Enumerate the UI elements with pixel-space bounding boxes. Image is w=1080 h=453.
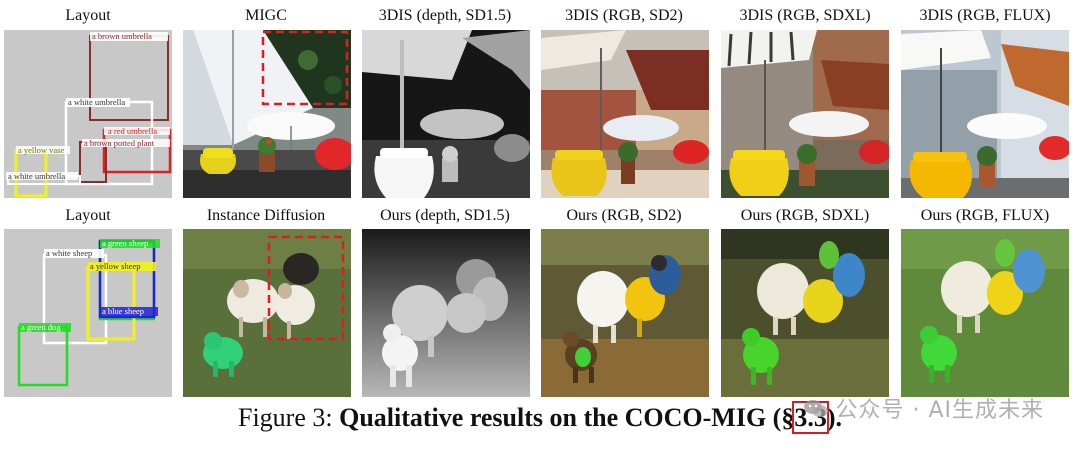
watermark: 公众号 · AI生成未来 bbox=[803, 392, 1044, 424]
box-label-red-umbrella: a red umbrella bbox=[108, 126, 157, 136]
ours-rgb-flux-image bbox=[901, 229, 1069, 397]
column-label-layout-2: Layout bbox=[65, 207, 111, 224]
instance-diffusion-svg bbox=[183, 229, 351, 397]
3dis-rgb-flux-image bbox=[901, 30, 1069, 198]
ours-rgb-sdxl-svg bbox=[721, 229, 889, 397]
box-label-brown-umbrella: a brown umbrella bbox=[92, 31, 152, 41]
column-label-migc: MIGC bbox=[245, 7, 287, 24]
caption-bold-end: ). bbox=[826, 403, 842, 432]
ours-rgb-flux-svg bbox=[901, 229, 1069, 397]
ours-depth-sd15-image bbox=[362, 229, 530, 397]
column-label-instance-diffusion: Instance Diffusion bbox=[206, 207, 326, 224]
wechat-icon bbox=[803, 398, 829, 420]
ours-rgb-sdxl-image bbox=[721, 229, 889, 397]
column-label-3dis-depth-sd15: 3DIS (depth, SD1.5) bbox=[378, 7, 512, 24]
box-label-white-sheep: a white sheep bbox=[46, 248, 92, 258]
3dis-rgb-sdxl-svg bbox=[721, 30, 889, 198]
figure-caption: Figure 3: Qualitative results on the COC… bbox=[0, 400, 1080, 436]
box-label-blue-sheep: a blue sheep bbox=[102, 306, 144, 316]
column-label-layout: Layout bbox=[65, 7, 111, 24]
layout-sheep-panel: a white sheep a green sheep a yellow she… bbox=[4, 229, 172, 397]
3dis-rgb-flux-svg bbox=[901, 30, 1069, 198]
3dis-depth-sd15-image bbox=[362, 30, 530, 198]
ours-rgb-sd2-svg bbox=[541, 229, 709, 397]
column-label-3dis-rgb-flux: 3DIS (RGB, FLUX) bbox=[919, 7, 1051, 24]
3dis-rgb-sdxl-image bbox=[721, 30, 889, 198]
box-label-brown-potted-plant: a brown potted plant bbox=[84, 138, 155, 148]
migc-image-svg bbox=[183, 30, 351, 198]
column-label-ours-depth-sd15: Ours (depth, SD1.5) bbox=[380, 207, 510, 224]
3dis-rgb-sd2-image bbox=[541, 30, 709, 198]
3dis-depth-sd15-svg bbox=[362, 30, 530, 198]
migc-image bbox=[183, 30, 351, 198]
box-label-yellow-sheep: a yellow sheep bbox=[90, 261, 141, 271]
ours-depth-sd15-svg bbox=[362, 229, 530, 397]
box-label-green-dog: a green dog bbox=[21, 322, 61, 332]
layout-sheep-svg: a white sheep a green sheep a yellow she… bbox=[4, 229, 172, 397]
box-label-white-umbrella: a white umbrella bbox=[68, 97, 125, 107]
box-label-white-umbrella-2: a white umbrella bbox=[8, 171, 65, 181]
column-label-ours-rgb-sdxl: Ours (RGB, SDXL) bbox=[740, 207, 870, 224]
box-label-yellow-vase: a yellow vase bbox=[18, 145, 64, 155]
ours-rgb-sd2-image bbox=[541, 229, 709, 397]
column-label-ours-rgb-sd2: Ours (RGB, SD2) bbox=[566, 207, 682, 224]
layout-umbrellas-panel: a brown umbrella a white umbrella a red … bbox=[4, 30, 172, 198]
instance-diffusion-image bbox=[183, 229, 351, 397]
3dis-rgb-sd2-svg bbox=[541, 30, 709, 198]
caption-prefix: Figure 3: bbox=[238, 403, 340, 432]
caption-bold-text: Qualitative results on the COCO-MIG (§ bbox=[339, 403, 795, 432]
watermark-text: 公众号 · AI生成未来 bbox=[835, 398, 1044, 423]
column-label-3dis-rgb-sdxl: 3DIS (RGB, SDXL) bbox=[739, 7, 871, 24]
layout-umbrellas-svg: a brown umbrella a white umbrella a red … bbox=[4, 30, 172, 198]
column-label-3dis-rgb-sd2: 3DIS (RGB, SD2) bbox=[565, 7, 683, 24]
box-label-green-sheep: a green sheep bbox=[102, 238, 148, 248]
column-label-ours-rgb-flux: Ours (RGB, FLUX) bbox=[920, 207, 1050, 224]
